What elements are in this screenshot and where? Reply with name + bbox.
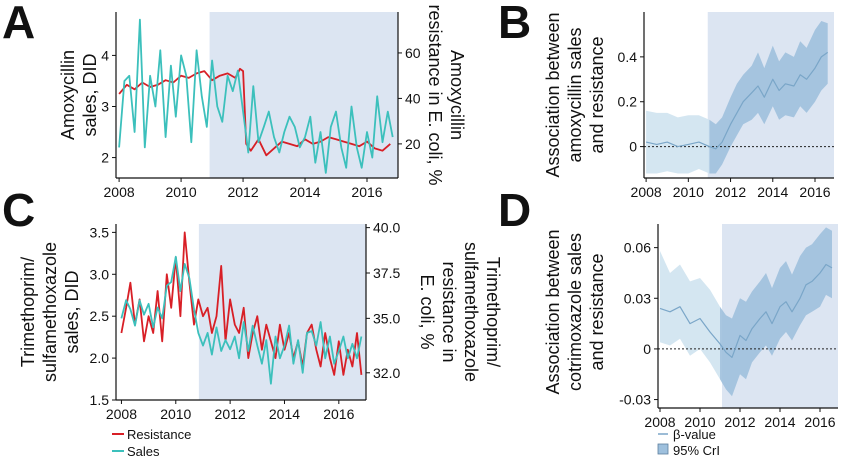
y-axis-title-line: sales, DID — [80, 53, 100, 136]
x-tick-label-D: 2010 — [684, 414, 715, 430]
series-line-sales — [120, 255, 363, 385]
x-tick-label-B: 2016 — [799, 184, 830, 200]
y-tick-label-right-A: 40 — [405, 90, 421, 106]
x-tick-label-C: 2008 — [106, 406, 137, 422]
y-axis-title-line: cotrimoxazole sales — [565, 233, 585, 391]
x-tick-label-A: 2010 — [165, 184, 196, 200]
y-tick-label-right-C: 37.5 — [373, 265, 400, 281]
y-axis-title-line: amoxycillin sales — [565, 27, 585, 162]
y-axis-title-c: Trimethoprim/sulfamethoxazole sales, DID — [18, 242, 82, 382]
y-tick-label-left-D: 0.06 — [624, 240, 651, 256]
x-tick-label-C: 2012 — [215, 406, 246, 422]
y-tick-label-left-C: 1.5 — [90, 392, 110, 408]
x-tick-label-A: 2016 — [351, 184, 382, 200]
y-axis-title-line: E. coli, % — [417, 274, 437, 349]
x-tick-label-D: 2012 — [724, 414, 755, 430]
chart-panel-b: 2008 2010 2012 2014 2016 0 0.2 0.4 Association b… — [543, 12, 834, 200]
y-axis-title-line: and resistance — [587, 36, 607, 153]
y-axis-title-line: Association between — [543, 12, 563, 177]
y-tick-label-left-B: 0.2 — [618, 94, 638, 110]
chart-panel-c: 2008 2010 2012 2014 2016 1.5 2.0 2.5 3.0 3.5 32.0 3… — [18, 220, 503, 422]
y-tick-label-left-A: 4 — [101, 47, 109, 63]
y-tick-label-right-C: 32.0 — [373, 365, 400, 381]
post-period-shading — [209, 12, 398, 178]
y-axis-title-line: sales, DID — [62, 270, 82, 353]
y-axis-title-line: Amoxycillin — [447, 50, 467, 140]
panel-letter-a: A — [2, 0, 35, 48]
x-tick-label-B: 2008 — [631, 184, 662, 200]
panel-letter-c: C — [2, 184, 35, 236]
legend-cri-swatch — [657, 443, 669, 455]
y-axis-title-d: Association between cotrimoxazole sales an… — [543, 229, 607, 394]
x-tick-label-A: 2008 — [104, 184, 135, 200]
y-tick-label-left-C: 2.0 — [90, 350, 110, 366]
x-tick-label-B: 2010 — [673, 184, 704, 200]
y-axis-title-line: Association between — [543, 229, 563, 394]
y-axis-title-line: Trimethoprim/ — [483, 257, 503, 367]
legend-resistance-label: Resistance — [127, 427, 191, 442]
x-tick-label-B: 2014 — [757, 184, 788, 200]
x-tick-label-C: 2016 — [323, 406, 354, 422]
y-tick-label-left-B: 0.4 — [618, 49, 638, 65]
y-axis-title-line: and resistance — [587, 253, 607, 370]
y-tick-label-right-C: 40.0 — [373, 220, 400, 236]
y-axis-title-line: Amoxycillin — [58, 50, 78, 140]
credible-interval-band-post — [709, 21, 828, 174]
beta-value-line — [659, 263, 833, 358]
y-axis-title-line: resistance in E. coli, % — [425, 4, 445, 185]
credible-interval-band-pre — [646, 110, 710, 174]
y-axis-title-right-a: Amoxycillinresistance in E. coli, % — [425, 4, 467, 185]
y-tick-label-left-C: 3.5 — [90, 224, 110, 240]
x-tick-label-C: 2014 — [269, 406, 300, 422]
y-tick-label-right-A: 20 — [405, 136, 421, 152]
y-tick-label-left-B: 0 — [629, 139, 637, 155]
y-axis-title-line: Trimethoprim/ — [18, 257, 38, 367]
legend-sales-label: Sales — [127, 444, 160, 459]
x-tick-label-B: 2012 — [715, 184, 746, 200]
y-tick-label-left-A: 2 — [101, 150, 109, 166]
y-axis-title-b: Association between amoxycillin sales and … — [543, 12, 607, 177]
credible-interval-band-pre — [660, 251, 720, 380]
x-tick-label-A: 2014 — [289, 184, 320, 200]
x-tick-label-D: 2016 — [804, 414, 835, 430]
y-tick-label-left-C: 2.5 — [90, 308, 110, 324]
beta-value-line — [645, 51, 829, 150]
legend-right: β-value 95% CrI — [657, 427, 720, 458]
post-period-shading — [198, 224, 366, 400]
legend-left: Resistance Sales — [112, 427, 191, 459]
x-tick-label-C: 2010 — [160, 406, 191, 422]
credible-interval-band-post — [720, 227, 832, 397]
y-axis-title-line: resistance in — [439, 261, 459, 362]
legend-cri-label: 95% CrI — [673, 443, 720, 458]
y-tick-label-right-C: 35.0 — [373, 310, 400, 326]
y-axis-title-line: sulfamethoxazole — [40, 242, 60, 382]
y-tick-label-left-D: 0.03 — [624, 290, 651, 306]
y-tick-label-left-A: 3 — [101, 98, 109, 114]
y-axis-title-left-a: Amoxycillin sales, DID — [58, 50, 100, 140]
chart-panel-d: 2008 2010 2012 2014 2016 -0.03 0 0.03 0.06 Associ… — [543, 224, 838, 430]
y-tick-label-left-D: -0.03 — [619, 392, 651, 408]
y-tick-label-left-D: 0 — [643, 341, 651, 357]
x-tick-label-D: 2008 — [644, 414, 675, 430]
y-tick-label-right-A: 60 — [405, 45, 421, 61]
x-tick-label-D: 2014 — [764, 414, 795, 430]
x-tick-label-A: 2012 — [227, 184, 258, 200]
panel-letter-b: B — [498, 0, 531, 48]
y-axis-title-line: sulfamethoxazole — [461, 242, 481, 382]
series-line-sales — [118, 18, 394, 174]
y-axis-title-right-c: Trimethoprim/sulfamethoxazoleresistance … — [417, 242, 503, 382]
chart-panel-a: 2008 2010 2012 2014 2016234204060Amoxycillin… — [58, 4, 467, 200]
series-line-resistance — [120, 231, 363, 376]
panel-letter-d: D — [498, 184, 531, 236]
y-tick-label-left-C: 3.0 — [90, 266, 110, 282]
legend-beta-label: β-value — [673, 427, 716, 442]
